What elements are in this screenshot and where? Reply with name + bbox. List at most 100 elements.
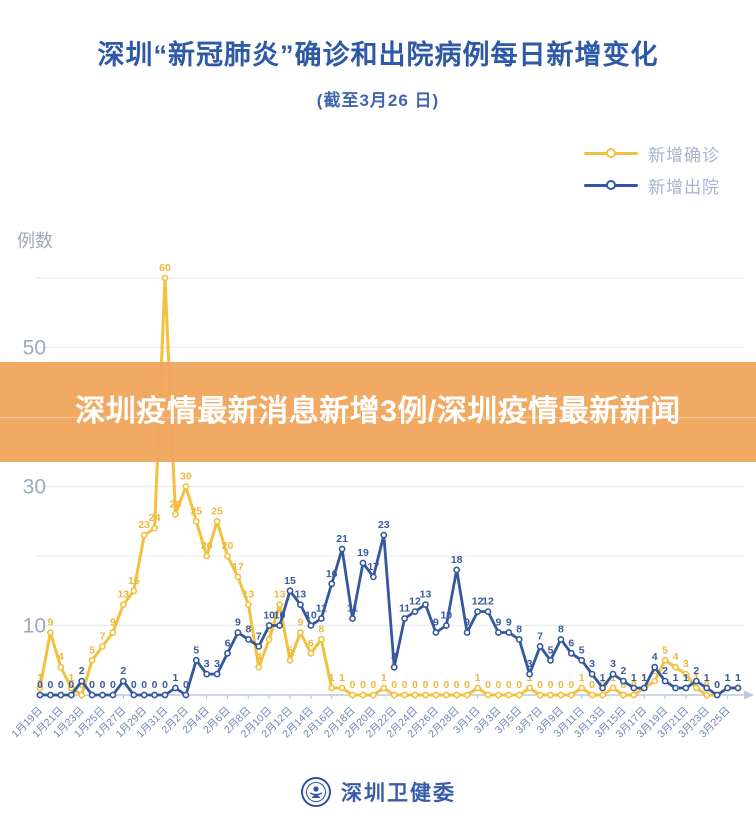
headline-banner: 深圳疫情最新消息新增3例/深圳疫情最新新闻 xyxy=(0,362,756,462)
series-discharged-point xyxy=(588,670,596,678)
series-confirmed-value-label: 0 xyxy=(485,679,491,691)
series-discharged-point xyxy=(161,691,169,699)
series-discharged-value-label: 13 xyxy=(295,589,307,601)
series-discharged-point xyxy=(151,691,158,699)
series-discharged-value-label: 10 xyxy=(305,610,317,622)
x-axis-arrow-icon xyxy=(744,690,754,700)
series-confirmed-value-label: 6 xyxy=(308,637,314,649)
series-confirmed-value-label: 1 xyxy=(381,672,387,684)
series-confirmed-point xyxy=(88,656,96,664)
series-confirmed-point xyxy=(411,691,419,699)
series-discharged-value-label: 19 xyxy=(357,547,369,559)
series-confirmed-value-label: 4 xyxy=(58,651,64,663)
series-discharged-value-label: 2 xyxy=(120,665,126,677)
series-discharged-value-label: 0 xyxy=(131,679,137,691)
series-confirmed-point xyxy=(151,524,158,532)
series-confirmed-point xyxy=(515,691,523,699)
series-discharged-value-label: 1 xyxy=(683,672,689,684)
series-discharged-point xyxy=(67,691,75,699)
series-discharged-value-label: 8 xyxy=(245,623,251,635)
series-discharged-value-label: 10 xyxy=(274,610,286,622)
series-confirmed-point xyxy=(317,636,325,643)
series-discharged-value-label: 17 xyxy=(368,561,380,573)
series-confirmed-value-label: 1 xyxy=(725,672,731,684)
series-confirmed-point xyxy=(453,691,461,699)
series-discharged-value-label: 3 xyxy=(204,658,210,670)
legend-item-discharged[interactable]: 新增出院 xyxy=(584,172,720,198)
series-confirmed-point xyxy=(244,601,252,608)
series-confirmed-value-label: 13 xyxy=(243,589,255,601)
series-discharged-point xyxy=(296,601,304,608)
series-confirmed-point xyxy=(130,587,138,595)
series-discharged-value-label: 0 xyxy=(714,679,720,691)
series-discharged-point xyxy=(99,691,106,699)
series-discharged-value-label: 2 xyxy=(620,665,626,677)
series-discharged-value-label: 2 xyxy=(79,665,85,677)
headline-text: 深圳疫情最新消息新增3例/深圳疫情最新新闻 xyxy=(75,395,681,428)
discharged-line-swatch xyxy=(584,180,638,190)
series-discharged-value-label: 23 xyxy=(378,519,390,531)
y-axis-labels: 10 30 50 例数 xyxy=(17,231,53,638)
series-confirmed-value-label: 30 xyxy=(180,471,192,483)
legend-item-confirmed[interactable]: 新增确诊 xyxy=(584,140,720,166)
series-confirmed-point xyxy=(213,517,221,525)
series-discharged-point xyxy=(109,691,117,699)
series-confirmed-point xyxy=(609,684,617,692)
series-discharged-value-label: 15 xyxy=(284,575,296,587)
series-confirmed-value-label: 0 xyxy=(370,679,376,691)
series-discharged-value-label: 5 xyxy=(548,644,554,656)
series-confirmed-point xyxy=(567,691,575,699)
series-discharged-point xyxy=(338,545,346,553)
series-confirmed-point xyxy=(296,629,304,636)
series-confirmed-value-label: 0 xyxy=(548,679,554,691)
svg-text:10: 10 xyxy=(23,615,46,638)
series-confirmed-point xyxy=(578,684,586,692)
series-discharged-value-label: 18 xyxy=(451,554,463,566)
series-confirmed-point xyxy=(140,531,148,539)
series-confirmed-value-label: 5 xyxy=(287,644,293,656)
series-confirmed-value-label: 1 xyxy=(37,672,43,684)
series-confirmed-value-label: 5 xyxy=(662,644,668,656)
series-discharged-point xyxy=(130,691,138,699)
series-confirmed-point xyxy=(703,691,711,699)
series-confirmed-value-label: 25 xyxy=(211,505,223,517)
series-confirmed-point xyxy=(588,691,596,699)
series-confirmed-point xyxy=(526,684,533,692)
series-confirmed-value-label: 1 xyxy=(339,672,345,684)
series-confirmed-point xyxy=(672,663,679,671)
series-confirmed-value-label: 0 xyxy=(464,679,470,691)
series-discharged-point xyxy=(78,677,86,685)
series-discharged-point xyxy=(276,622,283,629)
confirmed-line-swatch xyxy=(584,148,638,158)
series-confirmed-value-label: 7 xyxy=(100,630,106,642)
series-discharged-point xyxy=(213,670,221,678)
series-confirmed-point xyxy=(119,601,127,608)
series-confirmed-value-label: 1 xyxy=(641,672,647,684)
series-confirmed-value-label: 0 xyxy=(433,679,439,691)
series-confirmed-value-label: 17 xyxy=(232,561,244,573)
series-confirmed[interactable]: 1941057913152324602630252025201713481359… xyxy=(36,262,742,699)
series-confirmed-point xyxy=(380,684,388,692)
series-discharged-value-label: 1 xyxy=(631,672,637,684)
series-discharged-value-label: 0 xyxy=(47,679,53,691)
series-discharged-point xyxy=(422,601,429,608)
series-confirmed-value-label: 0 xyxy=(589,679,595,691)
series-discharged-point xyxy=(713,691,721,699)
series-confirmed-point xyxy=(36,684,44,692)
series-discharged-value-label: 10 xyxy=(263,610,275,622)
series-confirmed-value-label: 2 xyxy=(652,665,658,677)
series-discharged-value-label: 1 xyxy=(172,672,178,684)
series-discharged-point xyxy=(57,691,65,699)
series-discharged-point xyxy=(119,677,127,685)
series-confirmed-value-label: 1 xyxy=(579,672,585,684)
series-confirmed-point xyxy=(474,684,481,692)
series-confirmed-point xyxy=(349,691,356,699)
series-discharged-value-label: 13 xyxy=(420,589,432,601)
series-discharged-point xyxy=(286,587,294,595)
series-confirmed-value-label: 1 xyxy=(68,672,74,684)
series-discharged-point xyxy=(724,684,731,692)
series-discharged-point xyxy=(578,656,586,664)
series-confirmed-point xyxy=(276,601,283,608)
series-discharged-value-label: 0 xyxy=(162,679,168,691)
